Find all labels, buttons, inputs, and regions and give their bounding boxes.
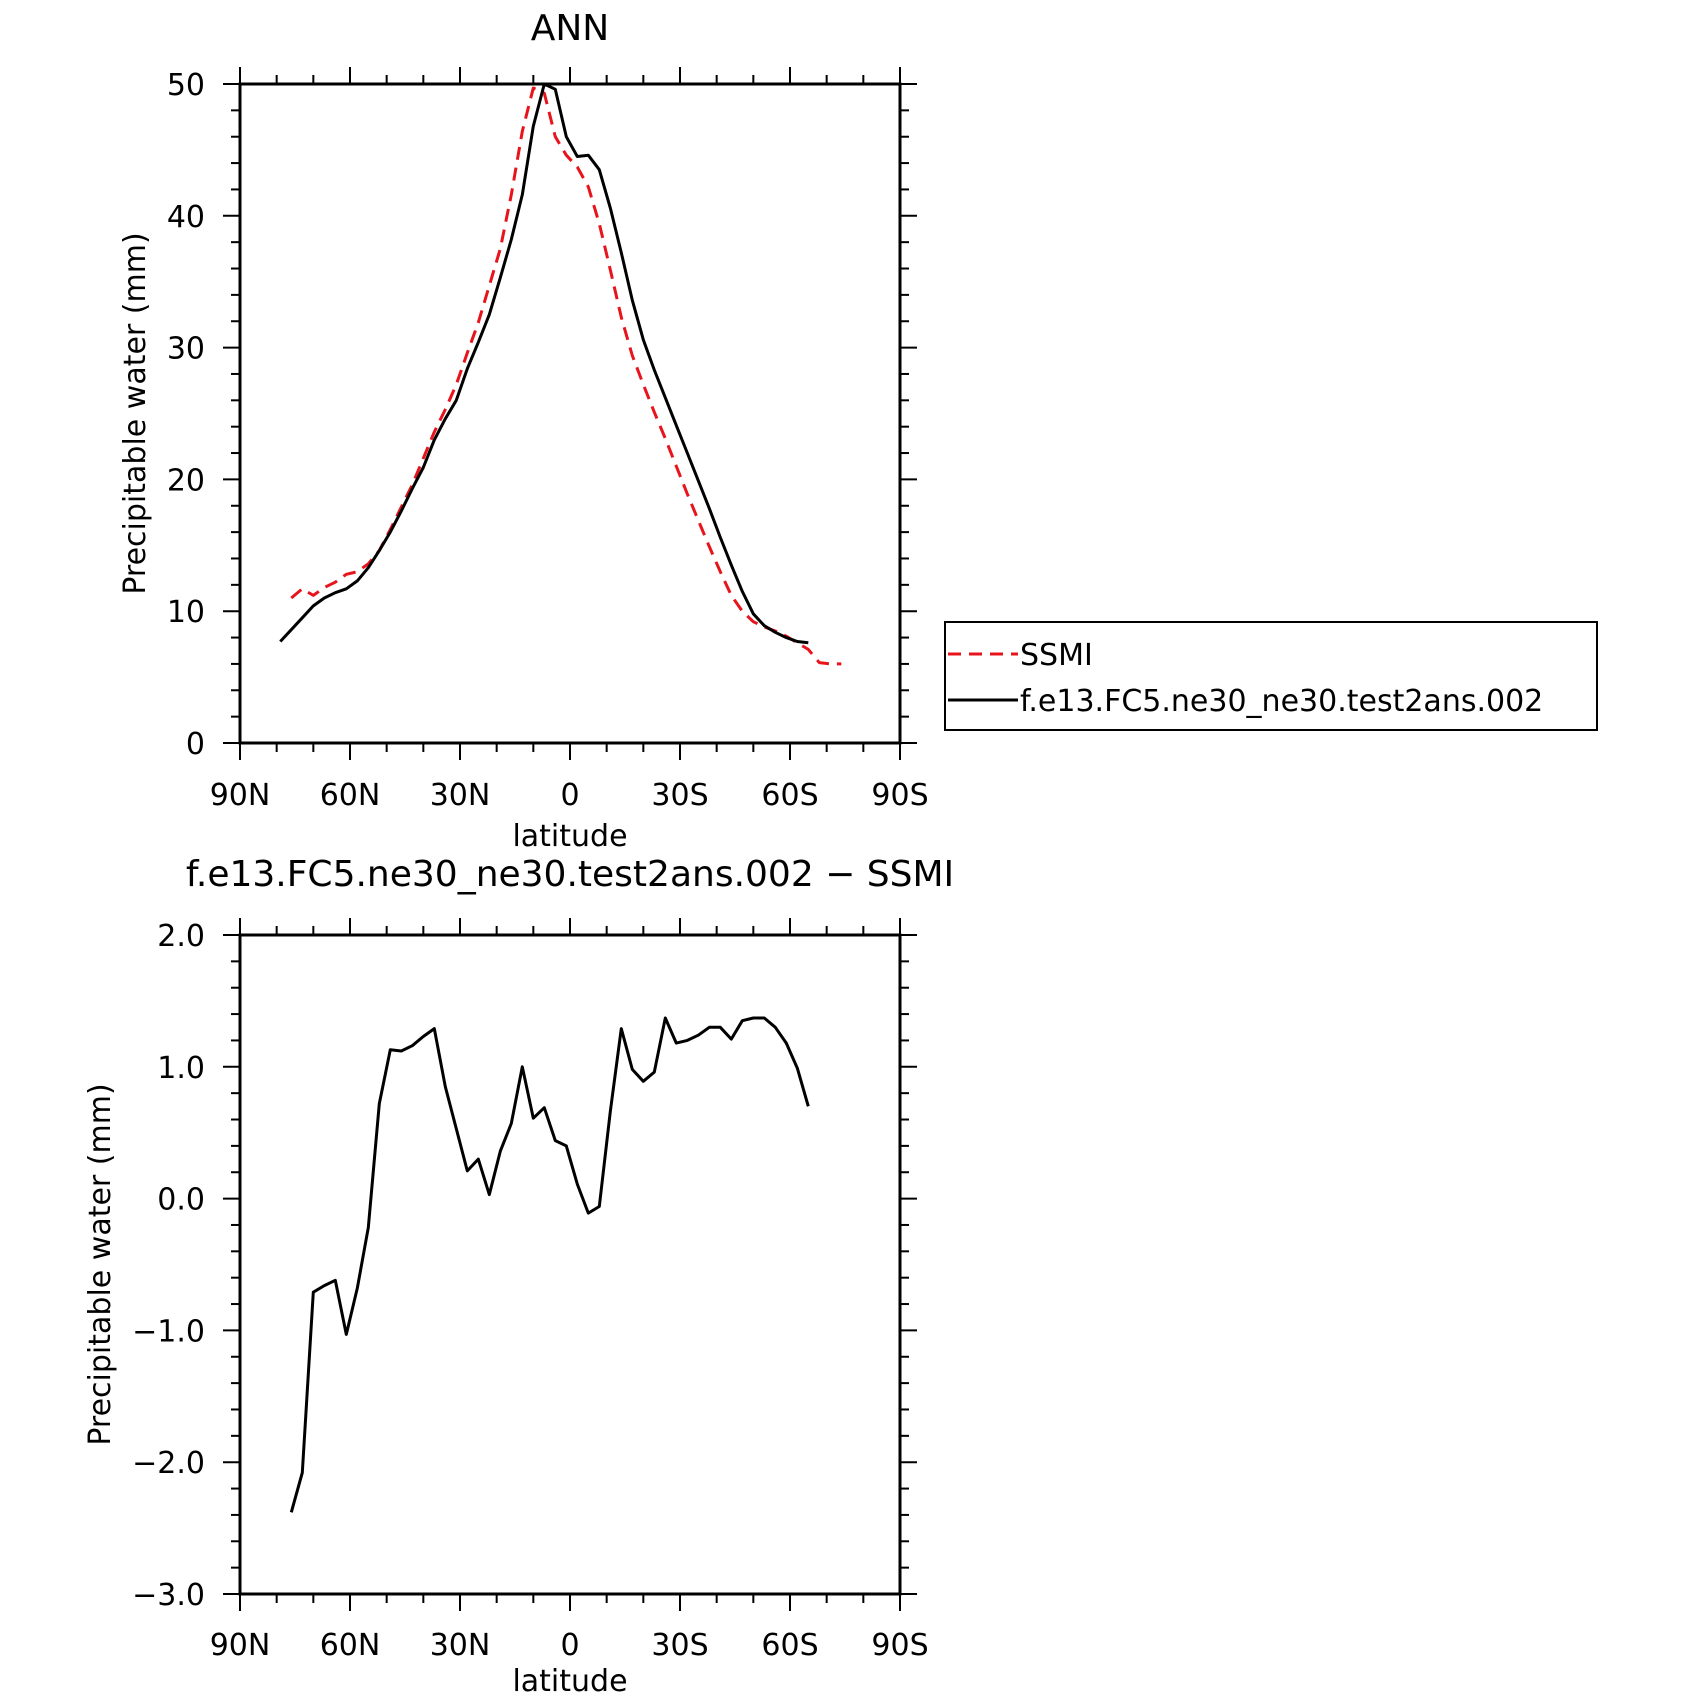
bottom-y-tick-label: 2.0	[157, 919, 205, 954]
legend-entry-model: f.e13.FC5.ne30_ne30.test2ans.002	[1020, 684, 1543, 719]
bottom-x-tick-label: 90N	[210, 1628, 271, 1663]
top-chart-title: ANN	[531, 8, 610, 49]
bottom-y-tick-label: −3.0	[132, 1578, 205, 1613]
top-y-tick-label: 0	[186, 727, 205, 762]
top-x-tick-label: 60N	[320, 778, 381, 813]
top-x-tick-label: 90N	[210, 778, 271, 813]
bottom-y-tick-label: 0.0	[157, 1183, 205, 1218]
top-y-tick-label: 50	[167, 68, 205, 103]
legend-box	[944, 621, 1598, 731]
bottom-chart-title: f.e13.FC5.ne30_ne30.test2ans.002 − SSMI	[186, 854, 954, 895]
top-x-tick-label: 0	[560, 778, 579, 813]
top-x-tick-label: 60S	[761, 778, 818, 813]
top-x-tick-label: 30N	[430, 778, 491, 813]
top-y-axis-label: Precipitable water (mm)	[118, 232, 153, 594]
bottom-x-tick-label: 60N	[320, 1628, 381, 1663]
bottom-x-tick-label: 60S	[761, 1628, 818, 1663]
top-chart-panel: 90N 60N 30N 0 30S 60S 90S 0 10 20 30 40 50 ANN latit…	[118, 8, 929, 854]
top-y-tick-label: 10	[167, 595, 205, 630]
bottom-x-tick-label: 90S	[871, 1628, 928, 1663]
legend-entry-ssmi: SSMI	[1020, 638, 1093, 673]
legend: SSMI f.e13.FC5.ne30_ne30.test2ans.002	[944, 621, 1598, 731]
bottom-x-tick-label: 0	[560, 1628, 579, 1663]
bottom-chart-panel: 90N 60N 30N 0 30S 60S 90S −3.0 −2.0 −1.0 0.0 1.0 2.0…	[83, 854, 954, 1697]
bottom-y-tick-label: 1.0	[157, 1051, 205, 1086]
bottom-series-line-0	[289, 1016, 810, 1513]
top-y-tick-label: 20	[167, 463, 205, 498]
bottom-y-tick-label: −1.0	[132, 1314, 205, 1349]
top-y-tick-label: 40	[167, 200, 205, 235]
top-y-tick-label: 30	[167, 332, 205, 367]
top-x-tick-label: 90S	[871, 778, 928, 813]
bottom-x-axis-label: latitude	[512, 1664, 627, 1697]
bottom-y-tick-label: −2.0	[132, 1446, 205, 1481]
top-x-tick-label: 30S	[651, 778, 708, 813]
bottom-x-tick-label: 30S	[651, 1628, 708, 1663]
bottom-x-tick-label: 30N	[430, 1628, 491, 1663]
top-x-axis-label: latitude	[512, 819, 627, 854]
bottom-y-axis-label: Precipitable water (mm)	[83, 1083, 118, 1445]
